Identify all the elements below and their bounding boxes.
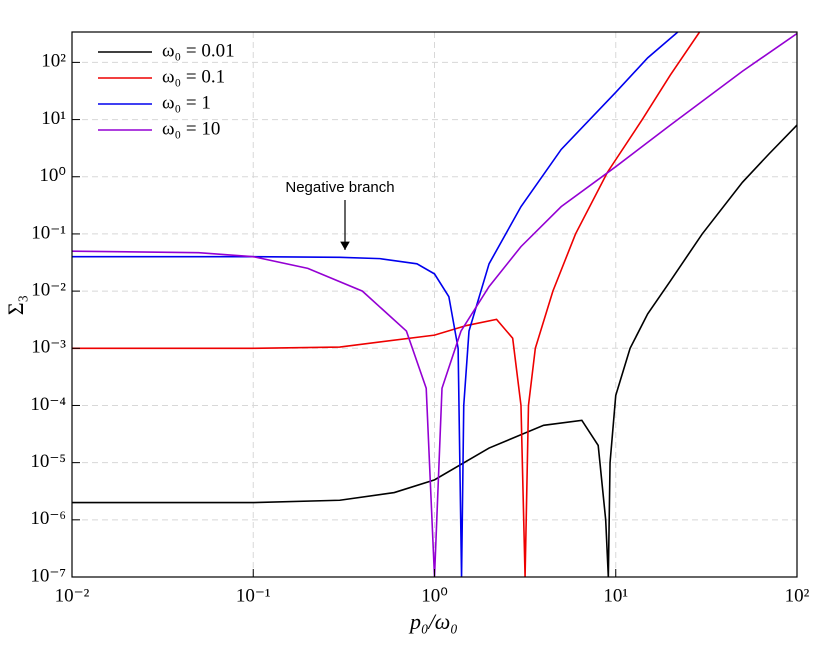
series-line	[72, 32, 679, 577]
legend-label: ω₀ = 0.1	[162, 66, 225, 87]
y-axis-label: Σ₃	[3, 295, 28, 315]
legend-label: ω₀ = 1	[162, 92, 211, 113]
series-line	[72, 32, 701, 577]
grid	[71, 32, 798, 578]
series-line	[72, 124, 797, 577]
x-tick-label: 10⁻¹	[236, 585, 271, 606]
y-tick-label: 10⁻¹	[31, 222, 66, 243]
x-tick-label: 10¹	[603, 585, 628, 606]
y-tick-label: 10²	[41, 51, 66, 72]
y-tick-label: 10⁻⁷	[30, 565, 66, 586]
y-tick-label: 10⁰	[39, 165, 66, 186]
annotation: Negative branch	[285, 179, 394, 196]
y-tick-label: 10⁻²	[31, 279, 66, 300]
y-tick-label: 10⁻⁵	[30, 451, 66, 472]
series-line	[72, 32, 797, 577]
lines	[72, 32, 797, 577]
x-axis-label: p₀/ω₀	[408, 609, 458, 634]
x-tick-label: 10⁰	[421, 585, 448, 606]
x-tick-label: 10⁻²	[55, 585, 90, 606]
y-tick-label: 10¹	[41, 108, 66, 129]
y-tick-label: 10⁻⁴	[30, 394, 66, 415]
y-tick-label: 10⁻³	[31, 337, 66, 358]
legend-label: ω₀ = 10	[162, 118, 220, 139]
legend-label: ω₀ = 0.01	[162, 40, 235, 61]
y-tick-label: 10⁻⁶	[30, 508, 66, 529]
x-tick-label: 10²	[785, 585, 810, 606]
